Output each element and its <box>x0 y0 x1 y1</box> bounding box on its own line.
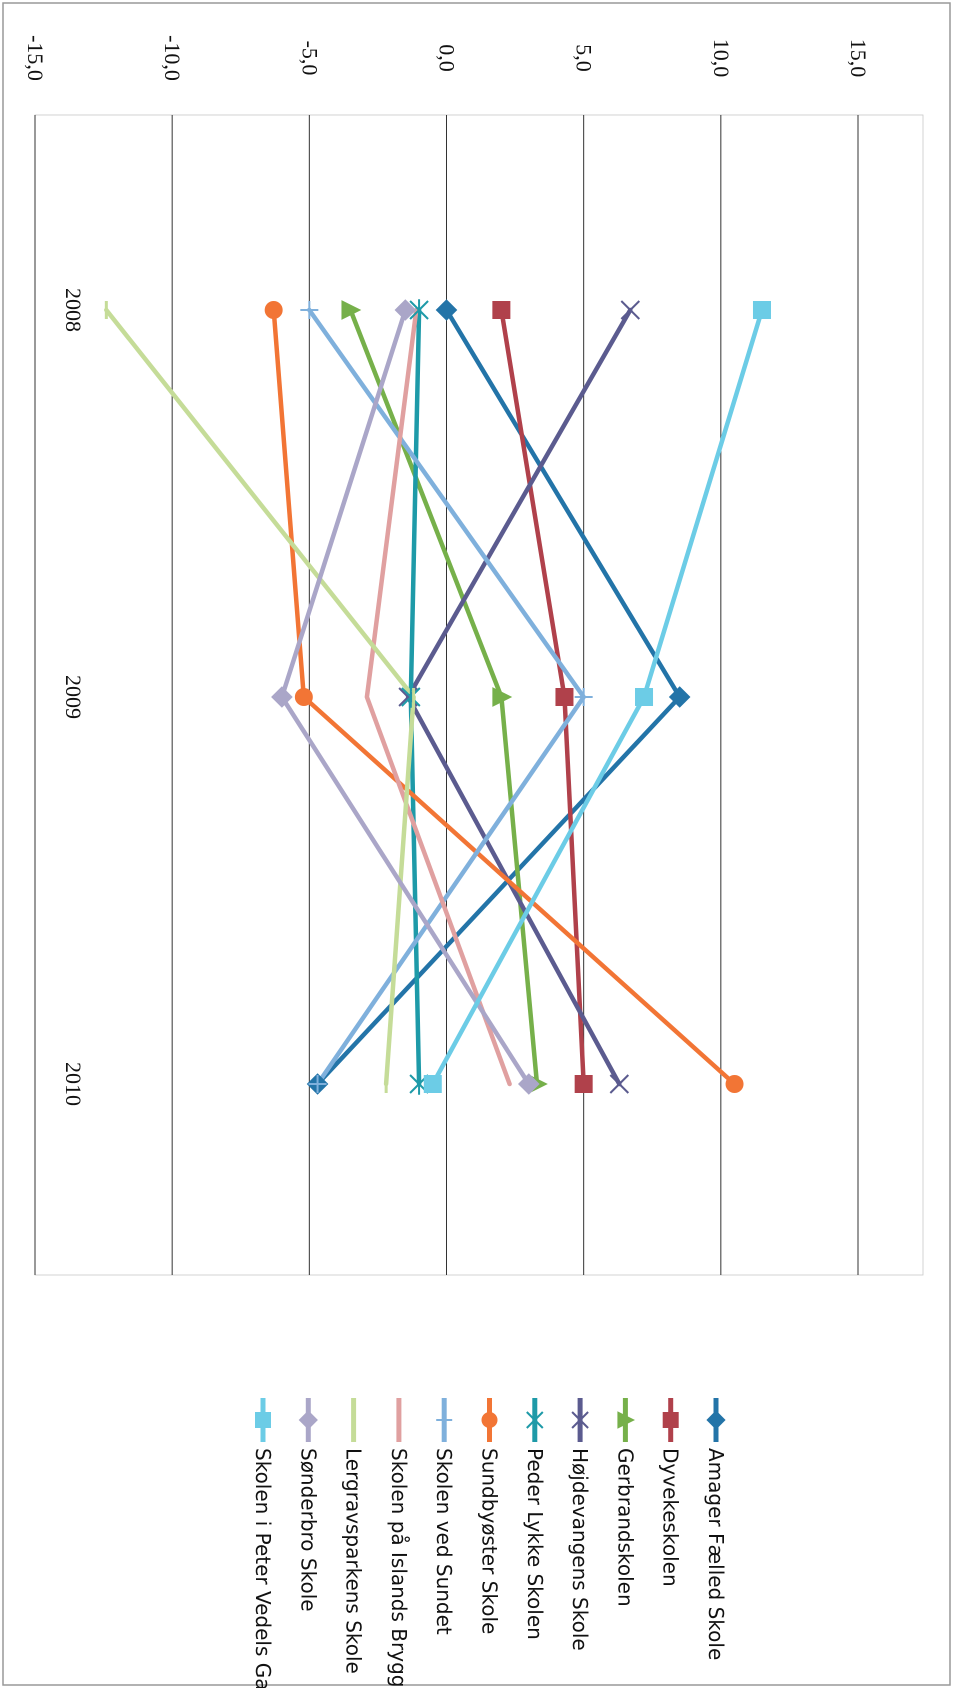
data-point <box>492 687 513 707</box>
legend-marker <box>571 1411 589 1429</box>
legend-label: Sundbyøster Skole <box>478 1448 502 1634</box>
legend-marker <box>526 1410 544 1430</box>
data-point <box>409 299 429 321</box>
legend-label: Peder Lykke Skolen <box>523 1448 547 1640</box>
data-point <box>555 688 574 706</box>
legend-marker <box>298 1410 318 1430</box>
data-point <box>300 301 319 319</box>
data-point <box>752 301 771 319</box>
legend-marker <box>617 1411 635 1429</box>
data-point <box>308 1075 327 1093</box>
value-tick-label: -10,0 <box>160 35 185 81</box>
value-tick-label: 5,0 <box>572 44 597 72</box>
series-markers <box>104 299 771 1095</box>
value-tick-label: 15,0 <box>846 39 871 78</box>
series-line <box>364 307 512 1087</box>
data-point <box>609 1074 630 1094</box>
data-point <box>264 301 283 319</box>
legend-marker <box>706 1410 726 1430</box>
year-axis-labels: 2008 2009 2010 <box>61 288 86 1106</box>
legend-label: Amager Fælled Skole <box>704 1448 728 1660</box>
data-point <box>294 688 313 706</box>
data-point <box>668 686 691 708</box>
legend-label: Gerbrandskolen <box>613 1448 637 1607</box>
legend-label: Skolen i Peter Vedels Gade <box>251 1448 275 1688</box>
data-point <box>620 300 641 320</box>
data-point <box>574 1075 593 1093</box>
legend-label: Sønderbro Skole <box>296 1448 320 1612</box>
data-point <box>725 1075 744 1093</box>
data-point <box>341 300 362 320</box>
data-point <box>394 299 417 321</box>
data-point <box>423 1075 442 1093</box>
year-label: 2009 <box>61 675 86 719</box>
data-point <box>271 686 293 708</box>
legend-label: Skolen ved Sundet <box>432 1448 456 1635</box>
data-point <box>518 1073 540 1095</box>
legend-label: Skolen på Islands Brygge <box>387 1448 411 1688</box>
legend-marker <box>481 1412 498 1428</box>
year-label: 2008 <box>61 288 86 332</box>
value-tick-label: 10,0 <box>709 39 734 78</box>
legend-marker <box>255 1412 271 1428</box>
value-tick-label: -5,0 <box>297 41 322 76</box>
value-axis-ticks: -15,0 -10,0 -5,0 0,0 5,0 10,0 15,0 <box>23 35 871 81</box>
data-point <box>492 301 511 319</box>
data-point <box>635 688 654 706</box>
value-tick-label: 0,0 <box>435 44 460 72</box>
value-tick-label: -15,0 <box>23 35 48 81</box>
data-point <box>401 686 421 708</box>
legend: Amager Fælled Skole Dyvekeskolen Gerbrands… <box>251 1398 728 1688</box>
legend-label: Højdevangens Skole <box>568 1448 592 1651</box>
legend-marker <box>436 1412 453 1428</box>
data-point <box>574 688 593 706</box>
legend-label: Dyvekeskolen <box>659 1448 683 1587</box>
legend-label: Lergravsparkens Skole <box>342 1448 366 1674</box>
year-label: 2010 <box>61 1062 86 1106</box>
legend-marker <box>662 1412 679 1428</box>
data-point <box>435 299 458 321</box>
